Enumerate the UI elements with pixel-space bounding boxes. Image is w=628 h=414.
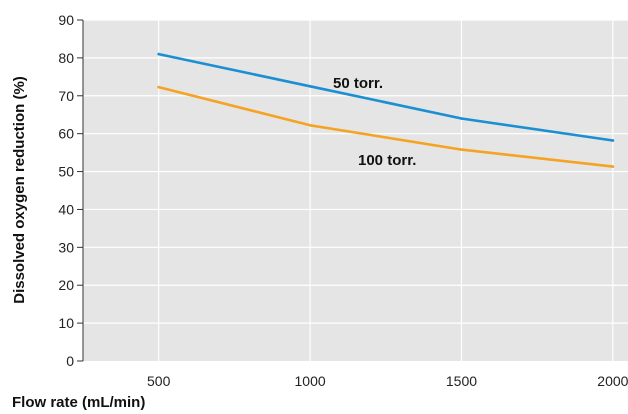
y-tick-label: 90 xyxy=(58,12,74,28)
data-point xyxy=(611,165,615,168)
data-point xyxy=(460,117,463,120)
data-point xyxy=(611,139,615,142)
y-tick-label: 60 xyxy=(58,126,74,142)
series-label-50-torr: 50 torr. xyxy=(333,75,383,92)
data-point xyxy=(157,52,160,56)
y-axis-title: Dissolved oxygen reduction (%) xyxy=(11,76,28,304)
x-axis-title: Flow rate (mL/min) xyxy=(12,394,145,411)
y-tick-label: 0 xyxy=(66,353,74,369)
y-tick-label: 30 xyxy=(58,239,74,255)
series-label-100-torr: 100 torr. xyxy=(358,152,416,169)
x-axis: 500 1000 1500 2000 xyxy=(147,373,628,389)
plot-area xyxy=(83,20,628,361)
data-point xyxy=(157,85,160,89)
x-tick-label: 2000 xyxy=(597,373,628,389)
y-tick-label: 80 xyxy=(58,50,74,66)
series-line-0 xyxy=(157,52,615,142)
y-tick-label: 50 xyxy=(58,164,74,180)
y-axis: 0 10 20 30 40 50 60 70 80 90 xyxy=(58,12,83,369)
y-tick-label: 10 xyxy=(58,315,74,331)
x-tick-label: 1500 xyxy=(446,373,477,389)
data-point xyxy=(308,124,312,127)
y-tick-label: 20 xyxy=(58,277,74,293)
series-line-1 xyxy=(157,85,615,168)
x-tick-label: 500 xyxy=(147,373,171,389)
y-tick-label: 70 xyxy=(58,88,74,104)
x-tick-label: 1000 xyxy=(295,373,326,389)
data-point xyxy=(460,148,463,151)
y-tick-label: 40 xyxy=(58,201,74,217)
data-point xyxy=(308,85,312,88)
series-lines xyxy=(157,52,615,168)
